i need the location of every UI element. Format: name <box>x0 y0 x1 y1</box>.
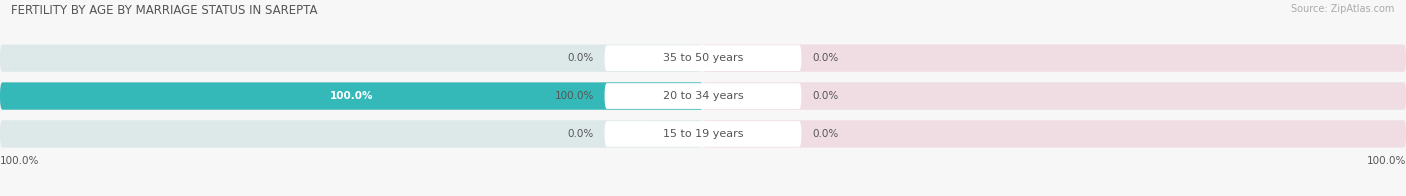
FancyBboxPatch shape <box>703 120 1406 148</box>
FancyBboxPatch shape <box>647 46 703 70</box>
FancyBboxPatch shape <box>605 121 801 147</box>
Text: 20 to 34 years: 20 to 34 years <box>662 91 744 101</box>
Text: Source: ZipAtlas.com: Source: ZipAtlas.com <box>1291 4 1395 14</box>
Text: 15 to 19 years: 15 to 19 years <box>662 129 744 139</box>
FancyBboxPatch shape <box>0 82 703 110</box>
FancyBboxPatch shape <box>647 84 703 108</box>
FancyBboxPatch shape <box>703 44 1406 72</box>
Text: 100.0%: 100.0% <box>0 156 39 166</box>
Text: 100.0%: 100.0% <box>1367 156 1406 166</box>
FancyBboxPatch shape <box>703 46 759 70</box>
Text: 35 to 50 years: 35 to 50 years <box>662 53 744 63</box>
FancyBboxPatch shape <box>647 122 703 146</box>
Text: 0.0%: 0.0% <box>813 53 838 63</box>
FancyBboxPatch shape <box>0 44 1406 72</box>
FancyBboxPatch shape <box>0 120 703 148</box>
FancyBboxPatch shape <box>0 120 1406 148</box>
FancyBboxPatch shape <box>605 83 801 109</box>
FancyBboxPatch shape <box>703 82 1406 110</box>
Text: 0.0%: 0.0% <box>813 129 838 139</box>
FancyBboxPatch shape <box>0 82 1406 110</box>
FancyBboxPatch shape <box>703 84 759 108</box>
FancyBboxPatch shape <box>605 45 801 71</box>
Text: 0.0%: 0.0% <box>568 129 593 139</box>
Text: 0.0%: 0.0% <box>813 91 838 101</box>
FancyBboxPatch shape <box>703 122 759 146</box>
Text: 100.0%: 100.0% <box>554 91 593 101</box>
FancyBboxPatch shape <box>0 44 703 72</box>
Text: 0.0%: 0.0% <box>568 53 593 63</box>
FancyBboxPatch shape <box>0 82 703 110</box>
Text: FERTILITY BY AGE BY MARRIAGE STATUS IN SAREPTA: FERTILITY BY AGE BY MARRIAGE STATUS IN S… <box>11 4 318 17</box>
Text: 100.0%: 100.0% <box>330 91 373 101</box>
